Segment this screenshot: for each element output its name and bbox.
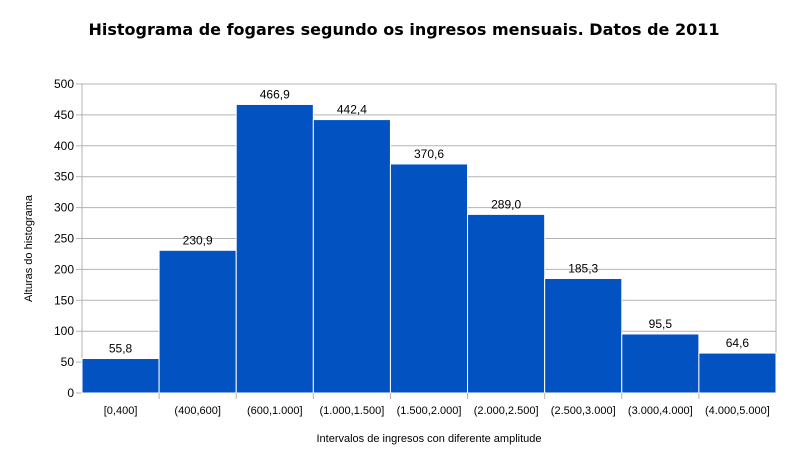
data-label: 466,9 — [260, 87, 290, 101]
y-tick-label: 500 — [54, 77, 74, 91]
y-tick-label: 350 — [54, 170, 74, 184]
x-tick-label: (600,1.000] — [247, 405, 303, 417]
x-tick-label: (4.000,5.000] — [705, 405, 770, 417]
data-label: 370,6 — [414, 147, 444, 161]
y-tick-label: 400 — [54, 139, 74, 153]
y-tick-label: 50 — [61, 355, 75, 369]
x-tick-label: (2.000,2.500] — [474, 405, 539, 417]
x-tick-label: [0,400] — [104, 405, 138, 417]
bar — [467, 213, 546, 394]
data-label: 289,0 — [491, 197, 521, 211]
x-tick-label: (400,600] — [174, 405, 220, 417]
data-label: 64,6 — [726, 336, 750, 350]
bar — [81, 358, 160, 394]
bar — [235, 103, 314, 394]
data-label: 55,8 — [109, 342, 133, 356]
x-tick-label: (1.500,2.000] — [397, 405, 462, 417]
y-tick-label: 250 — [54, 232, 74, 246]
chart-title: Histograma de fogares segundo os ingreso… — [88, 20, 720, 39]
data-label: 230,9 — [183, 233, 213, 247]
y-tick-label: 100 — [54, 324, 74, 338]
y-tick-label: 300 — [54, 201, 74, 215]
bar — [158, 249, 237, 394]
bar — [621, 333, 700, 394]
y-tick-label: 0 — [67, 386, 74, 400]
data-label: 95,5 — [649, 317, 673, 331]
x-tick-label: (1.000,1.500] — [319, 405, 384, 417]
bar — [544, 277, 623, 394]
x-tick-label: (3.000,4.000] — [628, 405, 693, 417]
y-tick-label: 200 — [54, 262, 74, 276]
data-label: 185,3 — [568, 261, 598, 275]
bar — [698, 352, 777, 394]
y-tick-label: 150 — [54, 293, 74, 307]
y-axis-title: Alturas do histograma — [23, 194, 35, 302]
bar — [389, 163, 469, 394]
x-axis-title: Intervalos de ingresos con diferente amp… — [316, 433, 541, 445]
data-label: 442,4 — [337, 103, 367, 117]
x-tick-label: (2.500,3.000] — [551, 405, 616, 417]
y-tick-label: 450 — [54, 108, 74, 122]
bar — [312, 119, 391, 394]
